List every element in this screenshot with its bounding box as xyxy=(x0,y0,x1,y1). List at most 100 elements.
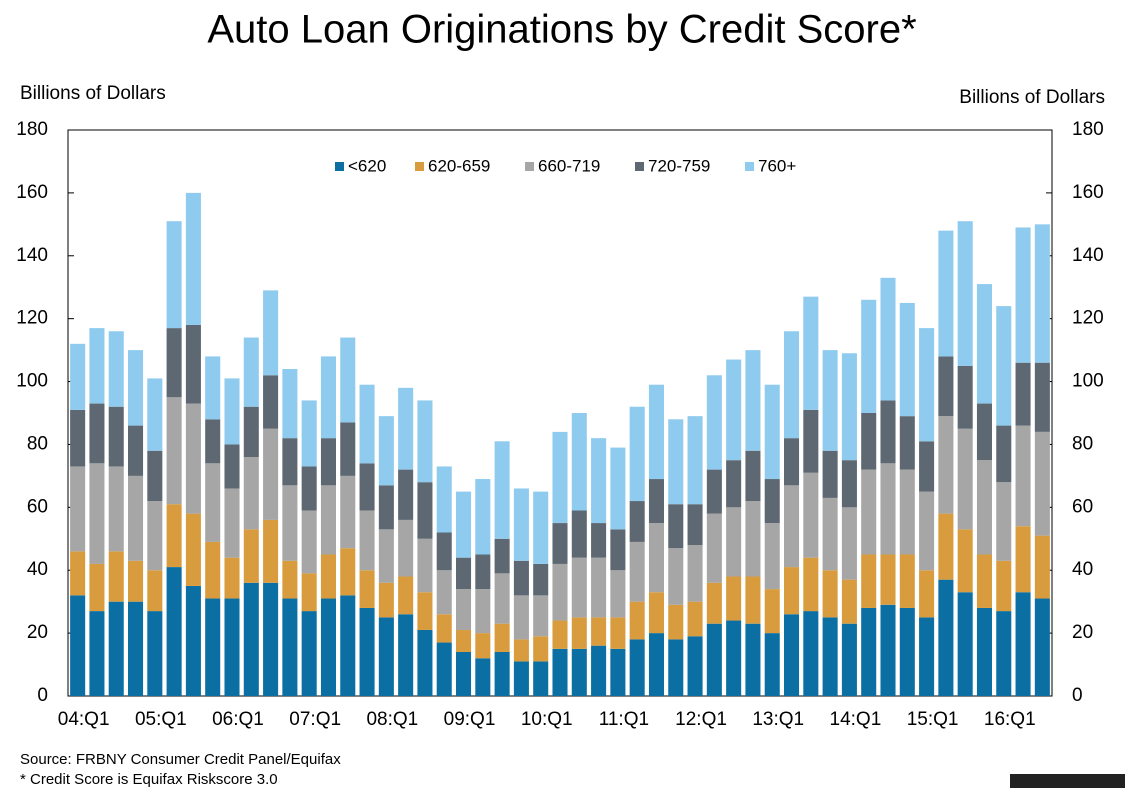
bar-segment xyxy=(996,306,1012,426)
bar-segment xyxy=(861,413,877,470)
bar-segment xyxy=(398,614,414,696)
y-tick-label: 160 xyxy=(16,182,48,203)
y2-tick-label: 100 xyxy=(1072,371,1104,392)
bar-segment xyxy=(89,463,105,564)
bar-segment xyxy=(398,387,414,470)
bar-segment xyxy=(996,425,1012,483)
bar-segment xyxy=(147,501,163,571)
y2-tick-label: 80 xyxy=(1072,433,1093,454)
bar-segment xyxy=(745,576,761,624)
x-tick-label: 15:Q1 xyxy=(907,709,959,730)
bar-segment xyxy=(436,532,452,571)
bar-segment xyxy=(996,611,1012,696)
bar-segment xyxy=(745,501,761,577)
y2-axis-label: Billions of Dollars xyxy=(959,87,1105,108)
bar-segment xyxy=(359,607,375,696)
bar-segment xyxy=(185,192,201,325)
bar-segment xyxy=(784,567,800,615)
bar-segment xyxy=(899,469,915,555)
bar-segment xyxy=(996,482,1012,561)
bar-segment xyxy=(205,541,221,599)
bar-segment xyxy=(822,497,838,571)
y-tick-label: 180 xyxy=(16,119,48,140)
legend-swatch xyxy=(415,162,424,171)
bar-segment xyxy=(166,328,182,398)
bar-segment xyxy=(301,611,317,696)
bar-segment xyxy=(1034,598,1050,696)
bar-segment xyxy=(378,529,394,583)
y-tick-label: 40 xyxy=(27,559,48,580)
bar-segment xyxy=(648,384,664,480)
bar-segment xyxy=(436,642,452,696)
bar-segment xyxy=(494,623,510,652)
bar-segment xyxy=(764,479,780,524)
bar-segment xyxy=(591,523,607,558)
legend-label: <620 xyxy=(348,156,386,175)
bar-segment xyxy=(976,403,992,461)
bar-segment xyxy=(378,485,394,530)
bar-segment xyxy=(128,475,144,561)
bar-segment xyxy=(687,545,703,602)
bar-segment xyxy=(629,601,645,640)
bar-segment xyxy=(803,296,819,410)
x-tick-label: 10:Q1 xyxy=(521,709,573,730)
bar-segment xyxy=(784,331,800,439)
bar-segment xyxy=(398,469,414,520)
bar-segment xyxy=(919,617,935,696)
bar-segment xyxy=(263,290,279,376)
legend-swatch xyxy=(335,162,344,171)
bar-segment xyxy=(263,519,279,583)
bar-segment xyxy=(648,633,664,696)
y2-tick-label: 20 xyxy=(1072,622,1093,643)
bar-segment xyxy=(301,510,317,574)
bar-segment xyxy=(668,548,684,605)
bar-segment xyxy=(70,551,86,596)
bar-segment xyxy=(494,573,510,624)
bar-segment xyxy=(861,299,877,413)
footnote: * Credit Score is Equifax Riskscore 3.0 xyxy=(20,771,278,788)
bar-segment xyxy=(591,645,607,696)
bar-segment xyxy=(996,560,1012,612)
y2-tick-label: 0 xyxy=(1072,685,1083,706)
bar-segment xyxy=(919,570,935,618)
bar-segment xyxy=(205,356,221,420)
bar-segment xyxy=(784,438,800,486)
bar-segment xyxy=(475,633,491,659)
bar-segment xyxy=(899,416,915,470)
bar-segment xyxy=(919,328,935,442)
x-tick-label: 08:Q1 xyxy=(366,709,418,730)
bar-segment xyxy=(629,541,645,602)
bar-segment xyxy=(185,585,201,696)
chart-title: Auto Loan Originations by Credit Score* xyxy=(207,8,916,52)
bar-segment xyxy=(726,460,742,508)
bar-segment xyxy=(976,554,992,608)
bar-segment xyxy=(475,554,491,590)
y-tick-label: 20 xyxy=(27,622,48,643)
bar-segment xyxy=(552,563,568,621)
bar-segment xyxy=(378,416,394,486)
bar-segment xyxy=(784,485,800,568)
bar-segment xyxy=(513,488,529,561)
bar-segment xyxy=(108,551,124,602)
bar-segment xyxy=(494,441,510,539)
bar-segment xyxy=(378,582,394,618)
bar-segment xyxy=(610,529,626,571)
bar-segment xyxy=(745,450,761,502)
bar-segment xyxy=(571,648,587,696)
bar-segment xyxy=(456,651,472,696)
bar-segment xyxy=(957,529,973,593)
y2-tick-label: 60 xyxy=(1072,496,1093,517)
x-tick-label: 04:Q1 xyxy=(58,709,110,730)
bar-segment xyxy=(1034,362,1050,432)
bar-segment xyxy=(147,378,163,451)
bar-segment xyxy=(417,538,433,593)
bar-segment xyxy=(89,328,105,404)
bar-segment xyxy=(706,513,722,583)
bar-segment xyxy=(320,554,336,599)
y-tick-label: 100 xyxy=(16,371,48,392)
bar-segment xyxy=(610,447,626,530)
bar-segment xyxy=(533,661,549,696)
bar-segment xyxy=(108,466,124,552)
bar-segment xyxy=(822,450,838,498)
